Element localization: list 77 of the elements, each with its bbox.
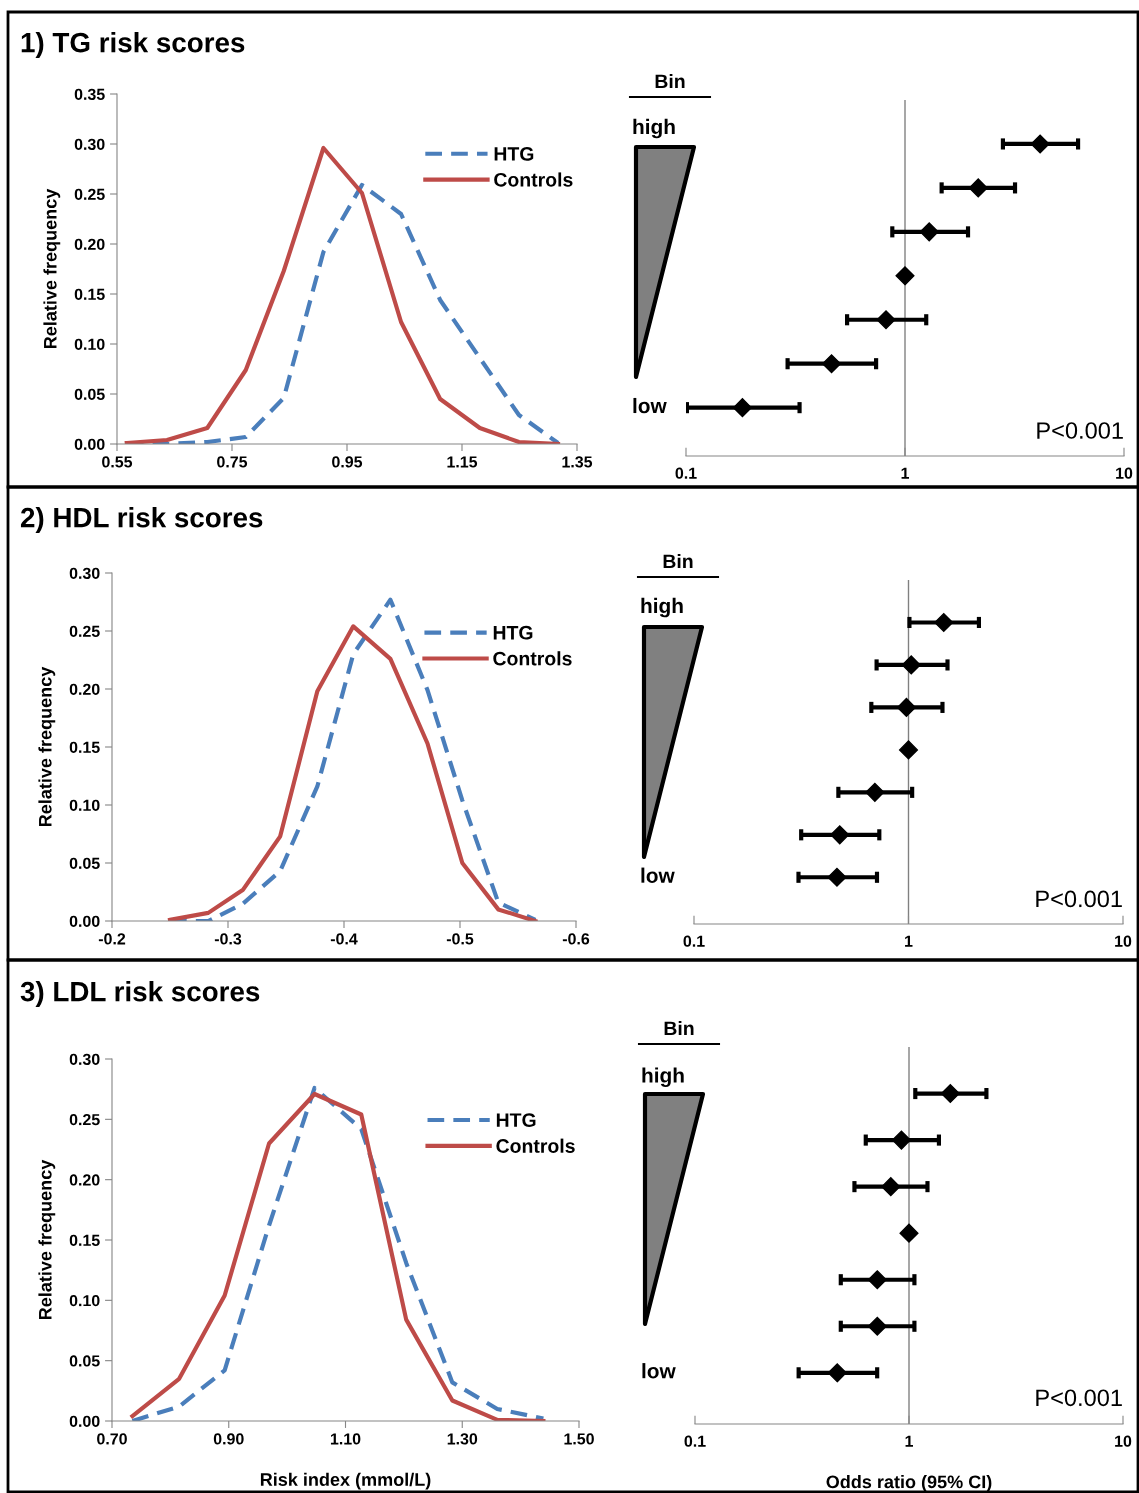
x-tick-label: 0.1	[675, 467, 697, 479]
legend-label: HTG	[496, 1113, 536, 1127]
y-tick-label: 0.10	[69, 1294, 100, 1307]
point	[896, 697, 916, 717]
y-axis-title: Relative frequency	[38, 1159, 56, 1320]
x-tick-label: 10	[1115, 1435, 1132, 1447]
x-axis-title: Risk index (mmol/L)	[260, 1472, 431, 1490]
legend-label: Controls	[496, 1138, 575, 1153]
y-axis-title: Relative frequency	[38, 666, 56, 827]
chart-title: 2) HDL risk scores	[20, 507, 263, 533]
x-tick-label: 0.75	[217, 456, 248, 468]
x-tick-label: 0.70	[97, 1433, 127, 1445]
y-tick-label: 0.25	[69, 1113, 100, 1126]
x-tick-label: -0.3	[214, 933, 242, 945]
point	[827, 867, 847, 887]
legend-label: HTG	[493, 625, 533, 640]
x-tick-label: 0.1	[683, 935, 705, 947]
y-tick-label: 0.00	[74, 438, 105, 450]
x-tick-label: 0.90	[213, 1433, 244, 1445]
chart-title: 3) LDL risk scores	[20, 981, 260, 1007]
y-tick-label: 0.15	[74, 288, 105, 300]
x-tick-label: 1.10	[330, 1433, 361, 1445]
y-tick-label: 0.00	[69, 1415, 100, 1427]
x-axis-title: Odds ratio (95% CI)	[826, 1475, 992, 1492]
y-tick-label: 0.30	[69, 567, 100, 579]
y-tick-label: 0.30	[74, 138, 105, 150]
y-tick-label: 0.05	[74, 388, 105, 400]
y-axis-title: Bin	[664, 1020, 694, 1036]
point	[830, 825, 850, 845]
x-tick-label: 10	[1115, 935, 1132, 947]
y-tick-label: 0.15	[69, 741, 100, 753]
y-tick-label: low	[633, 397, 667, 414]
y-tick-label: 0.00	[69, 915, 100, 927]
y-tick-label: 0.10	[69, 799, 100, 811]
annotation: P<0.001	[1036, 1389, 1122, 1407]
x-tick-label: 1	[901, 467, 909, 479]
y-tick-label: 0.30	[69, 1053, 100, 1065]
y-axis-title: Bin	[663, 553, 693, 569]
legend-label: Controls	[494, 172, 573, 187]
y-tick-label: 0.15	[69, 1234, 100, 1246]
y-tick-label: high	[642, 1067, 684, 1088]
x-tick-label: 1.30	[447, 1433, 478, 1445]
point	[898, 740, 919, 760]
y-tick-label: low	[642, 1363, 676, 1379]
y-axis-title: Bin	[655, 73, 685, 89]
y-tick-label: 0.25	[69, 625, 100, 637]
x-tick-label: 0.95	[332, 456, 363, 468]
x-tick-label: -0.4	[330, 933, 358, 945]
x-tick-label: -0.2	[98, 933, 126, 945]
annotation: P<0.001	[1037, 422, 1123, 439]
x-tick-label: -0.5	[446, 933, 474, 945]
legend-label: HTG	[494, 147, 534, 161]
y-tick-label: 0.25	[74, 188, 105, 200]
y-tick-label: low	[641, 867, 675, 883]
y-tick-label: high	[633, 118, 675, 139]
y-tick-label: 0.05	[69, 1355, 100, 1367]
y-tick-label: 0.20	[74, 238, 105, 250]
x-tick-label: 1.50	[564, 1433, 594, 1445]
x-tick-label: 0.55	[102, 456, 133, 468]
y-tick-label: 0.35	[74, 88, 105, 100]
point	[901, 655, 921, 675]
y-tick-label: 0.05	[69, 857, 100, 869]
chart-title: 1) TG risk scores	[21, 32, 245, 58]
y-tick-label: 0.20	[69, 683, 100, 695]
x-tick-label: 1.35	[562, 456, 593, 468]
x-tick-label: 10	[1116, 467, 1133, 479]
y-tick-label: high	[641, 597, 683, 618]
y-axis-title: Relative frequency	[43, 188, 61, 349]
x-tick-label: -0.6	[562, 933, 590, 945]
x-tick-label: 1	[905, 935, 913, 947]
y-tick-label: 0.20	[69, 1174, 100, 1186]
annotation: P<0.001	[1036, 890, 1122, 908]
x-tick-label: 1	[905, 1435, 913, 1447]
x-tick-label: 0.1	[684, 1435, 706, 1447]
y-tick-label: 0.10	[74, 338, 105, 350]
legend-label: Controls	[493, 651, 572, 666]
x-tick-label: 1.15	[447, 456, 478, 468]
